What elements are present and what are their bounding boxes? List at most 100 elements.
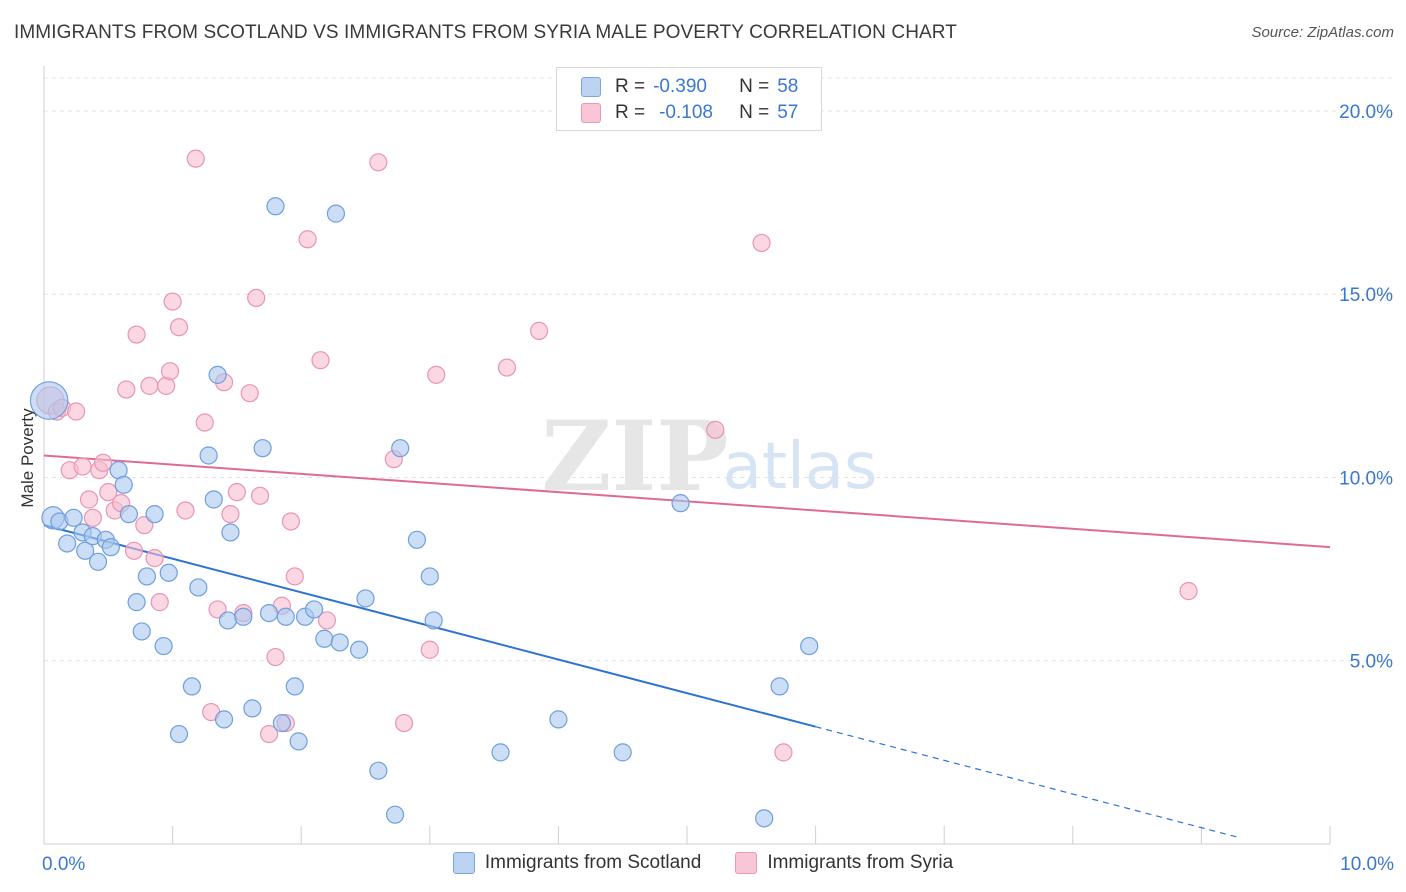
y-tick-label: 20.0% bbox=[1339, 102, 1393, 123]
scotland-point bbox=[385, 805, 405, 824]
syria-point bbox=[221, 505, 240, 524]
syria-point bbox=[73, 457, 92, 476]
legend-row-scotland: R = -0.390 N = 58 bbox=[581, 75, 798, 99]
syria-point bbox=[127, 325, 146, 344]
x-tick-label-start: 0.0% bbox=[42, 854, 85, 875]
legend-item-syria[interactable]: Immigrants from Syria bbox=[735, 852, 953, 874]
scotland-point bbox=[243, 699, 262, 718]
scotland-point bbox=[259, 604, 279, 623]
syria-point bbox=[195, 413, 214, 432]
scotland-point bbox=[208, 365, 227, 384]
scotland-point bbox=[127, 593, 146, 612]
legend-row-syria: R = -0.108 N = 57 bbox=[581, 101, 798, 125]
syria-point bbox=[145, 549, 164, 568]
scotland-point bbox=[58, 534, 77, 553]
syria-point bbox=[266, 647, 285, 667]
scotland-point bbox=[356, 589, 375, 608]
scotland-point bbox=[491, 743, 510, 762]
y-tick-label: 5.0% bbox=[1350, 652, 1393, 673]
scotland-point bbox=[369, 761, 388, 780]
syria-point bbox=[281, 512, 301, 531]
syria-point bbox=[752, 233, 771, 253]
scotland-point bbox=[137, 567, 156, 586]
syria-point bbox=[285, 567, 304, 586]
syria-point bbox=[774, 743, 793, 762]
scotland-point bbox=[204, 490, 223, 509]
scotland-legend-swatch bbox=[452, 852, 475, 874]
scotland-point bbox=[214, 710, 234, 729]
scotland-point bbox=[272, 713, 292, 733]
scotland-trend-extension bbox=[815, 726, 1241, 839]
watermark-atlas: atlas bbox=[723, 430, 878, 504]
x-tick-label-end: 10.0% bbox=[1340, 854, 1394, 875]
scotland-point bbox=[199, 446, 218, 465]
scotland-point bbox=[101, 538, 120, 557]
scotland-point bbox=[349, 640, 369, 659]
scotland-point bbox=[88, 552, 108, 571]
scotland-point bbox=[330, 633, 349, 652]
legend-item-scotland[interactable]: Immigrants from Scotland bbox=[452, 852, 702, 874]
axes bbox=[43, 66, 1331, 845]
scotland-point bbox=[613, 743, 632, 762]
syria-point bbox=[250, 486, 270, 505]
syria-point bbox=[160, 362, 180, 381]
syria-point bbox=[79, 490, 99, 509]
scotland-point bbox=[169, 724, 189, 744]
syria-point bbox=[247, 288, 266, 308]
scotland-point bbox=[326, 204, 346, 223]
syria-r-value: -0.108 bbox=[659, 102, 713, 123]
syria-point bbox=[163, 292, 182, 311]
syria-point bbox=[186, 149, 205, 168]
syria-point bbox=[227, 483, 246, 502]
scotland-legend-label: Immigrants from Scotland bbox=[484, 852, 702, 873]
scotland-point bbox=[159, 563, 178, 582]
syria-point bbox=[124, 541, 144, 560]
series-legend: Immigrants from Scotland Immigrants from… bbox=[0, 852, 1406, 874]
chart-title: IMMIGRANTS FROM SCOTLAND VS IMMIGRANTS F… bbox=[14, 22, 957, 43]
syria-point bbox=[706, 420, 725, 439]
scotland-point bbox=[289, 732, 308, 751]
syria-point bbox=[117, 380, 136, 399]
scotland-point bbox=[407, 530, 427, 549]
syria-point bbox=[140, 376, 159, 395]
syria-point bbox=[1179, 582, 1198, 601]
chart-source: Source: ZipAtlas.com bbox=[1251, 24, 1394, 41]
syria-point bbox=[311, 351, 330, 370]
scotland-point bbox=[285, 677, 304, 696]
syria-point bbox=[317, 611, 337, 630]
scotland-swatch bbox=[581, 77, 601, 97]
syria-point bbox=[394, 713, 414, 733]
syria-point bbox=[150, 593, 169, 612]
syria-n-value: 57 bbox=[777, 102, 799, 123]
y-tick-label: 15.0% bbox=[1339, 285, 1393, 306]
y-tick-label: 10.0% bbox=[1339, 468, 1393, 489]
syria-point bbox=[94, 453, 113, 472]
syria-point bbox=[427, 365, 446, 384]
scotland-point bbox=[29, 381, 69, 420]
scotland-point bbox=[218, 611, 237, 630]
scotland-point bbox=[770, 677, 789, 696]
scotland-r-value: -0.390 bbox=[653, 76, 707, 97]
syria-legend-swatch bbox=[735, 852, 758, 874]
scotland-point bbox=[755, 809, 774, 828]
data-points bbox=[29, 149, 1198, 828]
watermark-zip: ZIP bbox=[541, 400, 728, 513]
scotland-point bbox=[304, 600, 324, 619]
syria-point bbox=[530, 321, 549, 340]
scotland-point bbox=[234, 607, 253, 626]
scotland-point bbox=[132, 622, 151, 641]
scotland-point bbox=[253, 439, 272, 458]
scotland-n-value: 58 bbox=[777, 76, 799, 97]
scotland-point bbox=[420, 567, 439, 586]
correlation-legend: R = -0.390 N = 58 R = -0.108 N = 57 bbox=[556, 67, 822, 131]
scotland-point bbox=[266, 197, 285, 216]
syria-point bbox=[67, 402, 86, 421]
syria-point bbox=[298, 230, 317, 249]
scotland-point bbox=[800, 636, 819, 656]
scotland-point bbox=[391, 439, 410, 458]
syria-point bbox=[83, 508, 102, 527]
scotland-point bbox=[549, 710, 568, 729]
gridlines bbox=[44, 77, 1394, 662]
syria-point bbox=[369, 153, 388, 172]
